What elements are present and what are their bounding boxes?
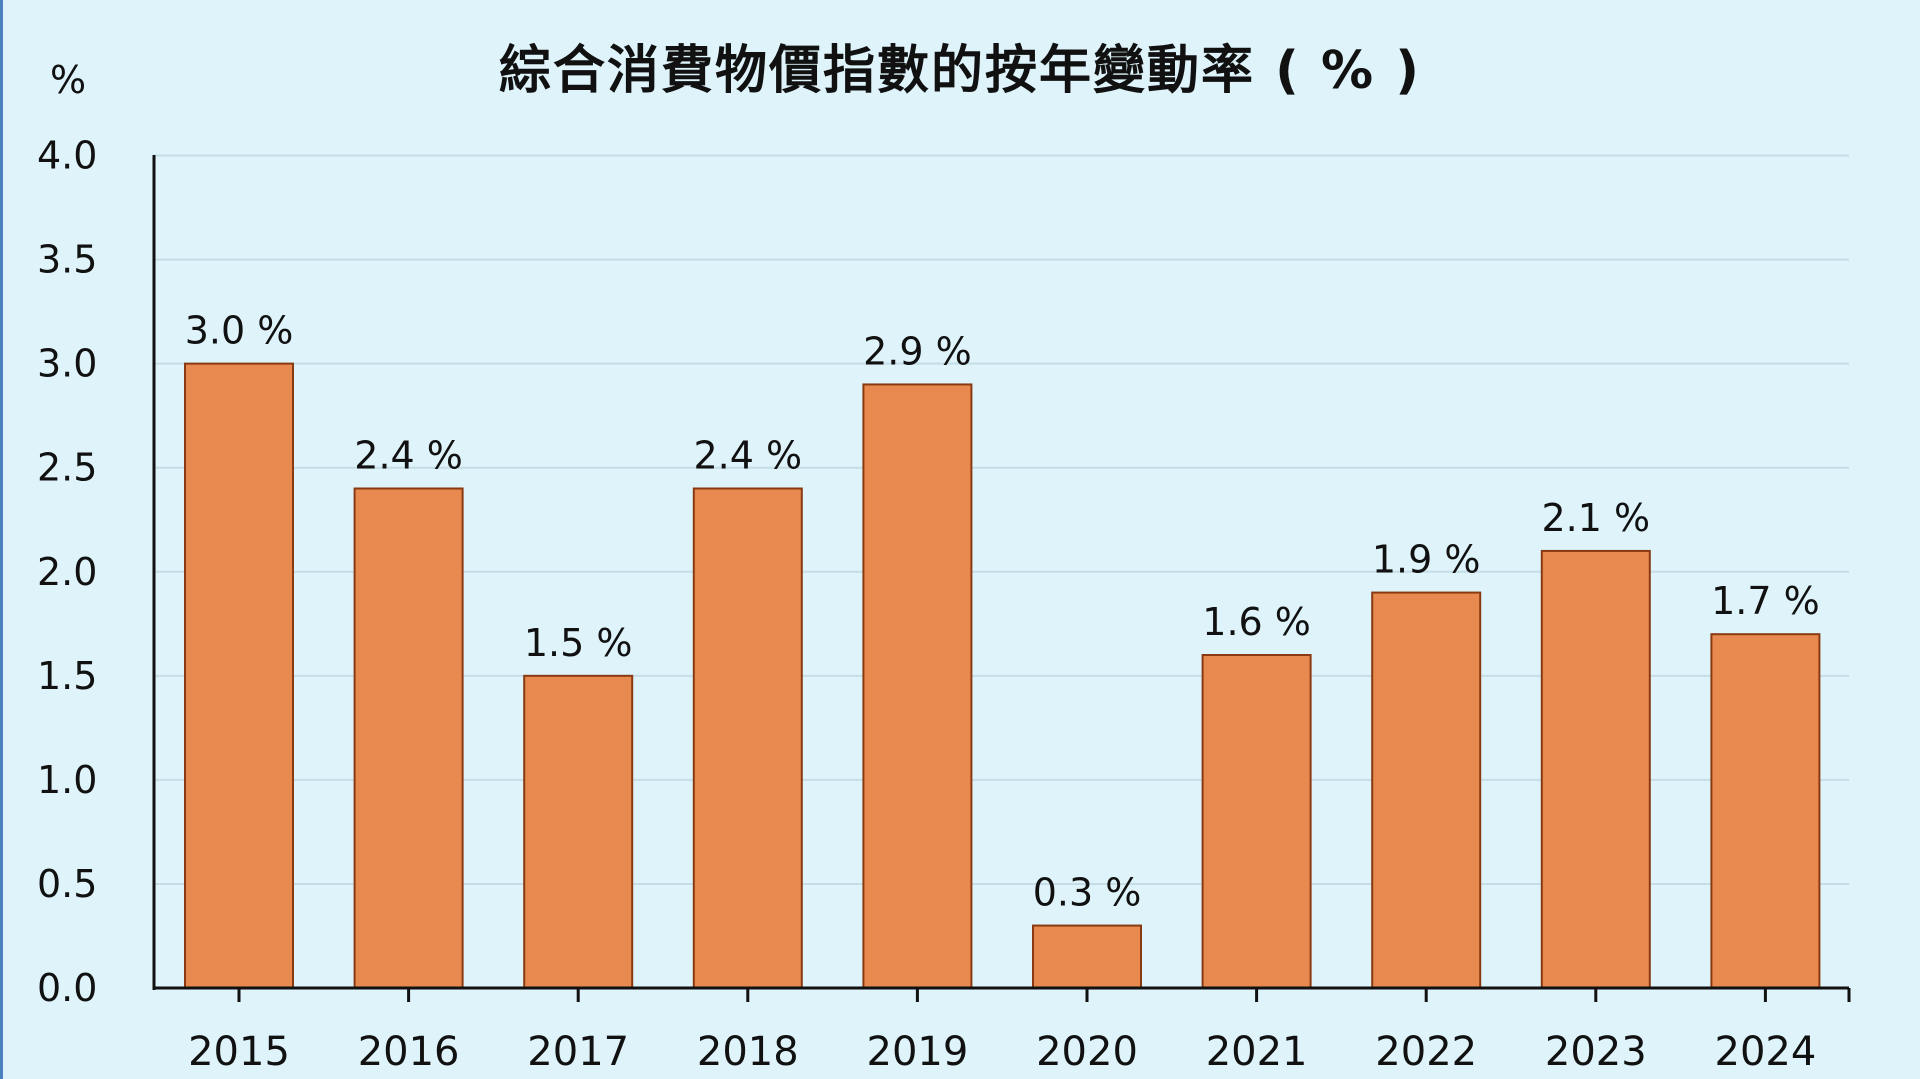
y-tick-label: 0.5 bbox=[37, 862, 97, 906]
bar-2022 bbox=[1371, 591, 1482, 989]
data-label: 3.0 % bbox=[185, 309, 294, 353]
data-label: 2.4 % bbox=[354, 434, 463, 478]
bar-2016 bbox=[353, 487, 464, 989]
data-label: 2.4 % bbox=[693, 434, 802, 478]
data-label: 2.1 % bbox=[1541, 496, 1650, 540]
bar-2023 bbox=[1540, 549, 1651, 989]
y-tick-label: 0.0 bbox=[37, 966, 97, 1010]
y-tick-label: 4.0 bbox=[37, 134, 97, 178]
data-label: 1.5 % bbox=[524, 621, 633, 665]
bar-2018 bbox=[692, 487, 803, 989]
bar-2015 bbox=[184, 362, 294, 989]
y-axis-unit: % bbox=[50, 58, 87, 102]
x-tick-label: 2021 bbox=[1206, 1029, 1308, 1075]
bar-2019 bbox=[862, 383, 973, 989]
x-tick-label: 2019 bbox=[867, 1029, 969, 1075]
y-tick-label: 3.5 bbox=[37, 238, 97, 282]
y-tick-label: 2.0 bbox=[37, 550, 97, 594]
data-label: 1.9 % bbox=[1372, 538, 1481, 582]
y-tick-label: 1.0 bbox=[37, 758, 97, 802]
x-tick-label: 2020 bbox=[1036, 1029, 1138, 1075]
x-tick-label: 2018 bbox=[697, 1029, 799, 1075]
bar-2021 bbox=[1201, 654, 1312, 989]
bar-2020 bbox=[1032, 924, 1142, 989]
chart-title: 綜合消費物價指數的按年變動率 ( % ) bbox=[499, 41, 1421, 101]
y-tick-label: 1.5 bbox=[37, 654, 97, 698]
data-label: 0.3 % bbox=[1033, 871, 1142, 915]
x-tick-label: 2015 bbox=[188, 1029, 290, 1075]
data-label: 1.7 % bbox=[1711, 579, 1820, 623]
x-tick-label: 2024 bbox=[1715, 1029, 1817, 1075]
data-label: 1.6 % bbox=[1202, 600, 1311, 644]
y-tick-label: 3.0 bbox=[37, 342, 97, 386]
bar-2017 bbox=[523, 674, 634, 989]
x-tick-label: 2017 bbox=[527, 1029, 629, 1075]
x-tick-label: 2023 bbox=[1545, 1029, 1647, 1075]
x-tick-label: 2022 bbox=[1375, 1029, 1477, 1075]
y-tick-label: 2.5 bbox=[37, 446, 97, 490]
bar-2024 bbox=[1710, 633, 1821, 989]
x-tick-label: 2016 bbox=[358, 1029, 460, 1075]
data-label: 2.9 % bbox=[863, 329, 972, 373]
